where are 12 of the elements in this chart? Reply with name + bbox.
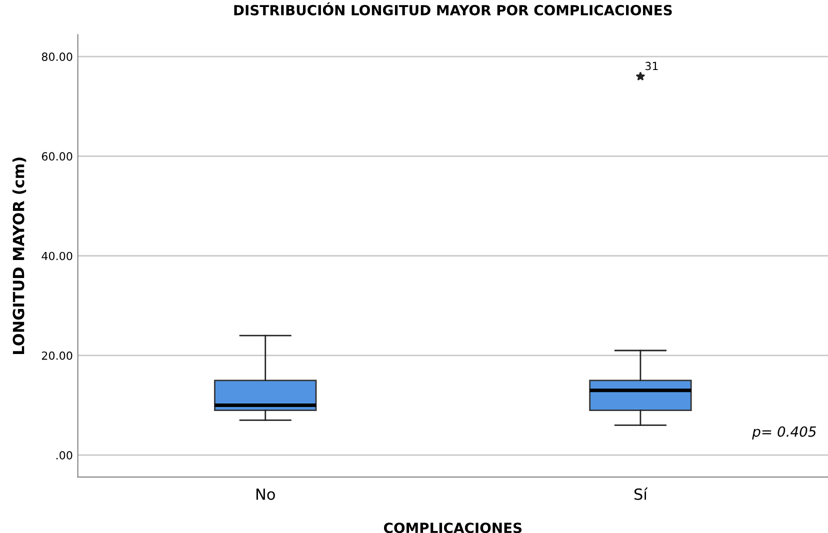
y-tick-label: .00 [56, 451, 72, 460]
y-tick-label: 80.00 [42, 52, 72, 61]
y-tick-label: 20.00 [42, 351, 72, 360]
annotation: 31 [645, 62, 658, 70]
x-tick-label: Sí [634, 488, 648, 500]
y-axis-title: LONGITUD MAYOR (cm) [12, 158, 26, 354]
x-tick-label: No [256, 488, 275, 500]
chart-title: DISTRIBUCIÓN LONGITUD MAYOR POR COMPLICACIONES [234, 2, 672, 16]
y-tick-label: 40.00 [42, 252, 72, 260]
annotation: p= 0.405 [752, 426, 816, 440]
y-tick-label: 60.00 [42, 152, 72, 161]
x-axis-title: COMPLICACIONES [384, 522, 522, 533]
